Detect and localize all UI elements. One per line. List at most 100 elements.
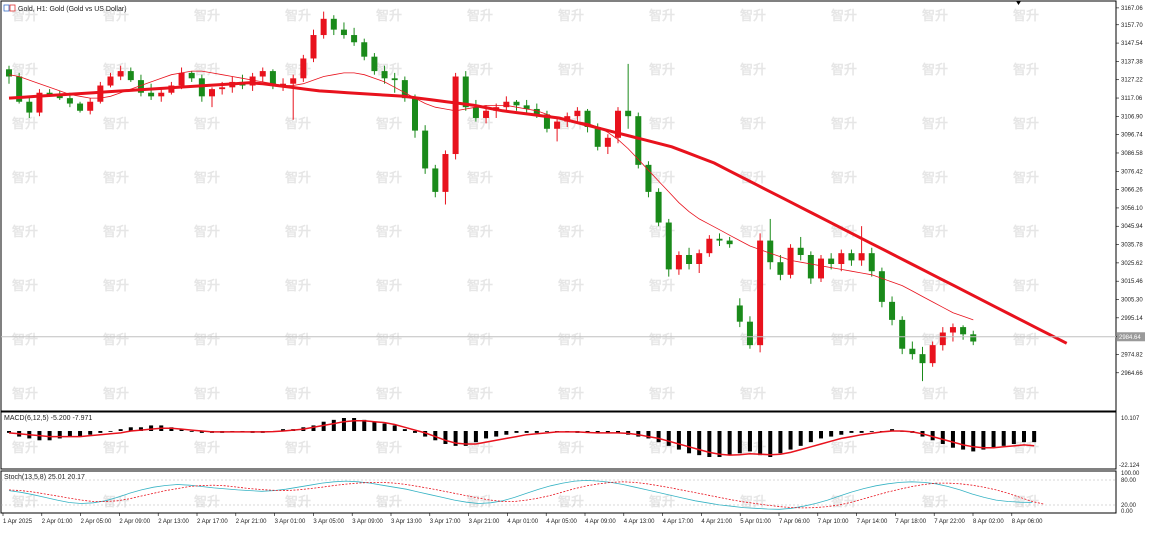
macd-title: MACD(6,12,5) -5.200 -7.971 [4,415,92,422]
price-chart-title: Gold, H1: Gold (Gold vs US Dollar) [18,6,127,13]
candle-body [889,301,896,320]
macd-tick-bottom: -22.124 [1119,463,1140,469]
macd-bar [859,431,864,433]
watermark-text: 智升 [831,332,857,348]
candle-body [838,253,845,264]
watermark-text: 智升 [194,332,220,348]
watermark-text: 智升 [194,8,220,24]
watermark-text: 智升 [376,332,402,348]
candle-body [554,121,561,129]
watermark-text: 智升 [194,278,220,294]
candle-body [645,164,652,192]
candle-body [87,101,94,111]
watermark-text: 智升 [194,116,220,132]
watermark-text: 智升 [285,170,311,186]
macd-bar [819,431,823,439]
macd-bar [869,431,874,432]
macd-bar [971,431,976,452]
time-axis: 1 Apr 2025 2 Apr 01:00 2 Apr 05:00 2 Apr 09… [2,513,1043,525]
candle-body [716,238,723,241]
macd-tick-top: 10.107 [1121,416,1140,422]
stoch-main-line [8,479,1033,510]
time-tick-label: 7 Apr 10:00 [818,519,849,525]
macd-bar [646,431,651,439]
time-tick-label: 3 Apr 17:00 [430,519,461,525]
watermark-text: 智升 [649,278,675,294]
watermark-text: 智升 [558,170,584,186]
macd-bar [413,431,417,433]
candle-body [706,238,713,254]
candle-body [919,354,926,364]
macd-bar [1011,431,1016,444]
time-tick-label: 2 Apr 09:00 [119,519,150,525]
candle-body [188,72,195,79]
watermark-text: 智升 [558,332,584,348]
candle-body [158,92,165,97]
candle-body [787,247,794,275]
price-tick-label: 3096.74 [1121,133,1143,139]
time-tick-label: 3 Apr 09:00 [352,519,383,525]
price-tick-label: 3137.38 [1121,59,1143,65]
watermark-text: 智升 [103,332,129,348]
candle-body [686,254,693,264]
candle-body [351,35,358,43]
watermark-text: 智升 [831,8,857,24]
candle-body [16,76,23,102]
macd-bar [747,431,752,452]
candle-body [675,254,682,270]
candle-body [483,110,490,118]
watermark-text: 智升 [103,386,129,402]
symbol-icon [3,4,10,12]
watermark-text: 智升 [467,116,493,132]
watermark-text: 智升 [12,62,38,78]
candle-body [148,92,155,97]
watermark-text: 智升 [103,8,129,24]
candle-body [127,71,134,81]
macd-bar [697,431,702,456]
candle-body [422,130,429,169]
candles-group [6,11,977,382]
macd-bar [47,431,52,441]
candle-body [300,58,307,79]
stoch-tick-80: 80.00 [1121,478,1137,484]
candle-body [503,101,510,108]
candle-body [960,327,967,335]
macd-bar [179,429,184,431]
watermark-text: 智升 [12,170,38,186]
macd-bar [402,429,407,431]
watermark-text: 智升 [12,224,38,240]
candle-body [767,240,774,263]
candle-body [66,98,73,104]
macd-bar [281,429,286,431]
watermark-text: 智升 [194,386,220,402]
candle-body [46,92,53,95]
macd-bar [544,431,549,432]
candle-body [807,254,814,279]
watermark-text: 智升 [103,278,129,294]
ma-fast-line [8,70,974,321]
macd-bar [707,431,712,457]
time-tick-label: 3 Apr 13:00 [391,519,422,525]
watermark-text: 智升 [558,62,584,78]
candle-body [818,258,824,279]
watermark-text: 智升 [285,224,311,240]
shift-marker-icon [1016,1,1021,5]
time-tick-label: 7 Apr 18:00 [895,519,926,525]
watermark-text: 智升 [376,440,402,456]
watermark-text: 智升 [740,8,766,24]
macd-bar [524,431,529,433]
watermark-text: 智升 [194,494,220,510]
macd-bar [504,431,509,435]
watermark-text: 智升 [103,62,129,78]
time-tick-label: 1 Apr 2025 [3,519,33,525]
watermark-text: 智升 [740,62,766,78]
macd-bar [199,431,204,433]
watermark-text: 智升 [831,278,857,294]
macd-bar [808,431,813,443]
macd-bar [149,425,154,431]
watermark-text: 智升 [467,278,493,294]
macd-bar [788,431,793,450]
watermark-text: 智升 [194,440,220,456]
watermark-text: 智升 [467,62,493,78]
candle-body [878,271,885,302]
